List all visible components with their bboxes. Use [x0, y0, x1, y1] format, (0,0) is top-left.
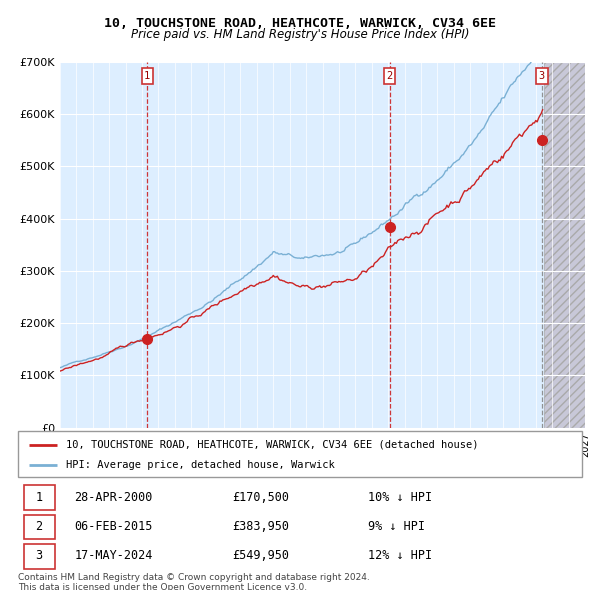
Text: £549,950: £549,950	[232, 549, 289, 562]
Text: 12% ↓ HPI: 12% ↓ HPI	[368, 549, 432, 562]
Text: 9% ↓ HPI: 9% ↓ HPI	[368, 520, 425, 533]
FancyBboxPatch shape	[23, 544, 55, 569]
Text: 28-APR-2000: 28-APR-2000	[74, 491, 153, 504]
Bar	[544, 62, 585, 428]
FancyBboxPatch shape	[23, 514, 55, 539]
Text: 1: 1	[35, 491, 43, 504]
Text: £170,500: £170,500	[232, 491, 289, 504]
Text: 10, TOUCHSTONE ROAD, HEATHCOTE, WARWICK, CV34 6EE (detached house): 10, TOUCHSTONE ROAD, HEATHCOTE, WARWICK,…	[66, 440, 478, 450]
Text: Price paid vs. HM Land Registry's House Price Index (HPI): Price paid vs. HM Land Registry's House …	[131, 28, 469, 41]
Text: £383,950: £383,950	[232, 520, 289, 533]
Text: 3: 3	[35, 549, 43, 562]
Text: Contains HM Land Registry data © Crown copyright and database right 2024.: Contains HM Land Registry data © Crown c…	[18, 573, 370, 582]
Text: 06-FEB-2015: 06-FEB-2015	[74, 520, 153, 533]
Text: 10% ↓ HPI: 10% ↓ HPI	[368, 491, 432, 504]
Text: 10, TOUCHSTONE ROAD, HEATHCOTE, WARWICK, CV34 6EE: 10, TOUCHSTONE ROAD, HEATHCOTE, WARWICK,…	[104, 17, 496, 30]
Text: 2: 2	[35, 520, 43, 533]
Text: This data is licensed under the Open Government Licence v3.0.: This data is licensed under the Open Gov…	[18, 583, 307, 590]
Text: 2: 2	[386, 71, 393, 81]
Text: HPI: Average price, detached house, Warwick: HPI: Average price, detached house, Warw…	[66, 460, 335, 470]
Text: 1: 1	[144, 71, 151, 81]
Text: 17-MAY-2024: 17-MAY-2024	[74, 549, 153, 562]
Text: 3: 3	[539, 71, 545, 81]
FancyBboxPatch shape	[23, 486, 55, 510]
FancyBboxPatch shape	[18, 431, 582, 477]
